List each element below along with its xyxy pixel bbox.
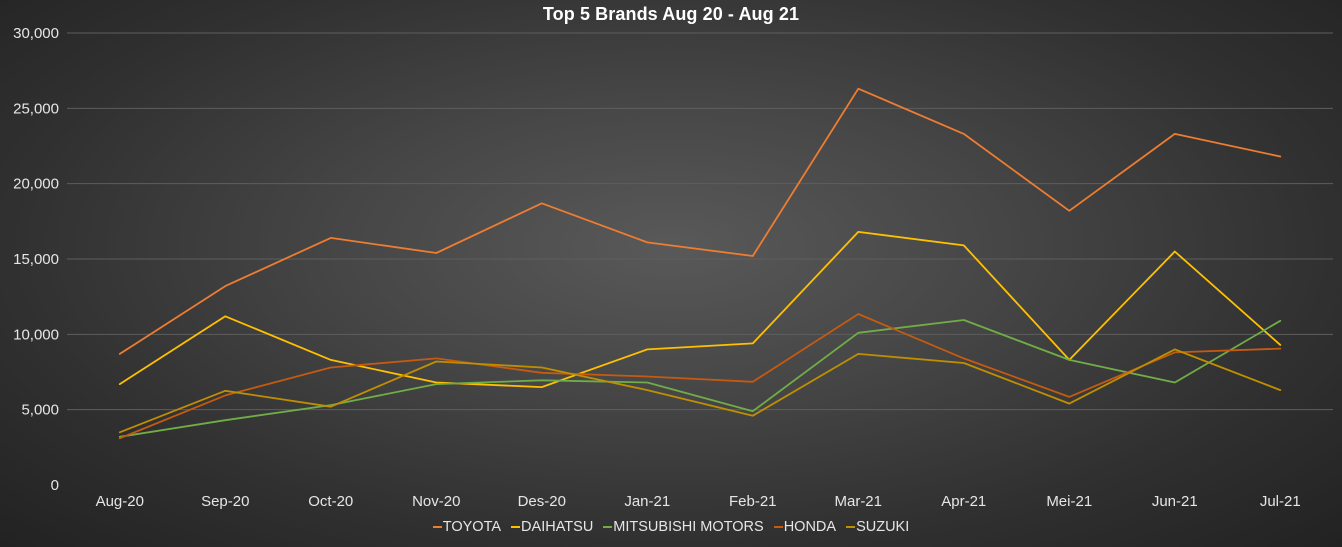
legend-item: DAIHATSU <box>511 519 593 535</box>
x-tick-label: Mar-21 <box>834 493 882 510</box>
y-tick-label: 30,000 <box>13 25 59 42</box>
series-line-daihatsu <box>118 230 1282 389</box>
legend-label: HONDA <box>783 519 837 535</box>
legend-swatch <box>432 526 442 528</box>
series-line-mitsubishi-motors <box>118 319 1282 438</box>
y-tick-label: 25,000 <box>13 100 59 117</box>
x-tick-label: Apr-21 <box>941 493 986 510</box>
y-tick-label: 0 <box>51 477 59 494</box>
x-tick-label: Nov-20 <box>412 493 460 510</box>
x-tick-label: Sep-20 <box>201 493 249 510</box>
legend-item: MITSUBISHI MOTORS <box>603 519 764 535</box>
y-tick-label: 15,000 <box>13 251 59 268</box>
chart-title: Top 5 Brands Aug 20 - Aug 21 <box>542 4 800 24</box>
legend-swatch <box>846 526 856 528</box>
y-tick-label: 5,000 <box>21 402 59 419</box>
series-line-honda <box>118 313 1282 440</box>
x-tick-label: Des-20 <box>518 493 566 510</box>
legend-swatch <box>511 526 521 528</box>
x-tick-label: Jul-21 <box>1260 493 1301 510</box>
legend-item: SUZUKI <box>846 519 909 535</box>
x-tick-label: Oct-20 <box>308 493 353 510</box>
x-tick-label: Aug-20 <box>96 493 144 510</box>
x-tick-label: Jan-21 <box>624 493 670 510</box>
legend-item: TOYOTA <box>432 519 502 535</box>
y-tick-label: 10,000 <box>13 326 59 343</box>
x-tick-label: Feb-21 <box>729 493 777 510</box>
series-line-toyota <box>118 87 1282 355</box>
series-line-suzuki <box>118 348 1282 434</box>
x-tick-label: Jun-21 <box>1152 493 1198 510</box>
x-tick-label: Mei-21 <box>1046 493 1092 510</box>
legend-label: TOYOTA <box>442 519 502 535</box>
legend: TOYOTA DAIHATSU MITSUBISHI MOTORS HONDA SUZU… <box>0 519 1342 535</box>
legend-label: MITSUBISHI MOTORS <box>613 519 764 535</box>
legend-swatch <box>603 526 613 528</box>
legend-label: SUZUKI <box>856 519 910 535</box>
legend-swatch <box>773 526 783 528</box>
legend-label: DAIHATSU <box>521 519 594 535</box>
legend-item: HONDA <box>773 519 837 535</box>
y-tick-label: 20,000 <box>13 176 59 193</box>
